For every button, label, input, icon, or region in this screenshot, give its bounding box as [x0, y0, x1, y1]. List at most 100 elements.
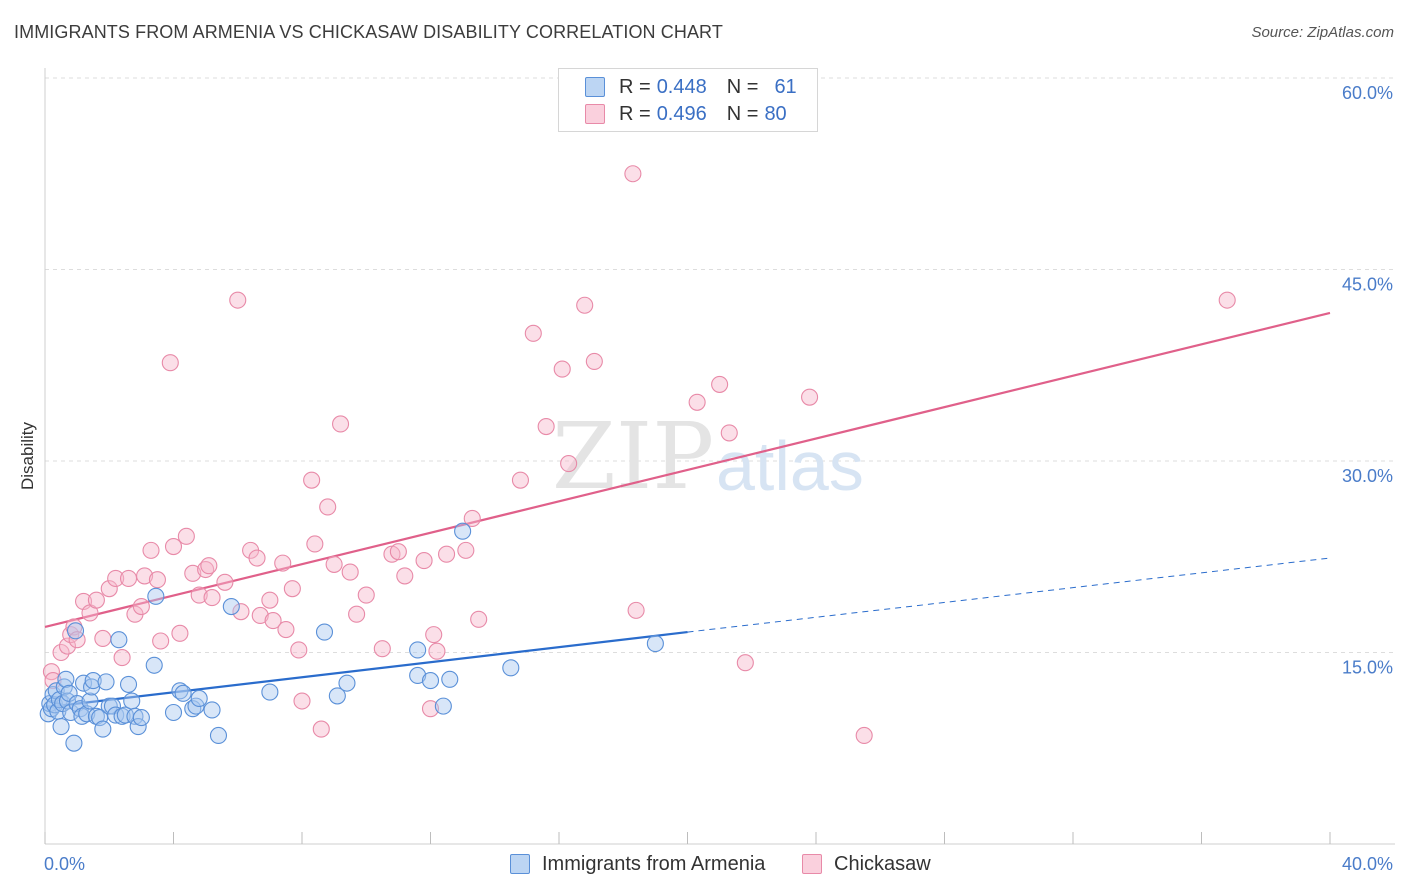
chickasaw-point [312, 720, 330, 738]
chickasaw-point [229, 291, 247, 309]
armenia-point [66, 622, 85, 640]
legend-row-armenia: R = 0.448 N = 61 [585, 74, 797, 100]
chickasaw-point [216, 573, 234, 591]
armenia-point [132, 709, 150, 727]
armenia-point [434, 697, 452, 715]
legend-n-label: N = [726, 75, 759, 98]
armenia-point [57, 670, 75, 688]
chickasaw-point [203, 589, 221, 607]
chickasaw-point [560, 455, 578, 473]
armenia-point [315, 623, 334, 641]
chickasaw-point [425, 626, 443, 644]
armenia-point [145, 656, 163, 674]
chickasaw-point [470, 610, 488, 628]
bottom-legend-swatch-blue [510, 854, 530, 874]
chickasaw-point [136, 567, 154, 585]
armenia-point [338, 674, 356, 692]
armenia-points [39, 522, 664, 752]
chickasaw-point [463, 509, 481, 528]
chickasaw-point [711, 375, 729, 393]
chickasaw-point [148, 571, 166, 589]
bottom-legend-swatch-pink [802, 854, 822, 874]
legend-r-label: R = [619, 102, 651, 125]
armenia-point [119, 675, 138, 693]
chickasaw-point [251, 606, 269, 625]
armenia-point [78, 705, 96, 723]
chickasaw-point [132, 597, 150, 616]
chickasaw-point [119, 569, 138, 588]
chickasaw-point [576, 296, 594, 314]
chickasaw-point [107, 569, 125, 588]
armenia-point [174, 684, 192, 702]
armenia-point [65, 734, 83, 752]
y-tick-label: 30.0% [1342, 466, 1393, 486]
legend-n-label: N = [726, 102, 759, 125]
armenia-point [190, 689, 208, 708]
chickasaw-point [537, 417, 555, 436]
chickasaw-points [42, 165, 1236, 745]
armenia-point [123, 692, 141, 710]
armenia-point [261, 683, 279, 701]
axes [44, 68, 1395, 845]
armenia-point [147, 587, 165, 605]
chickasaw-point [319, 498, 337, 516]
chickasaw-point [438, 545, 456, 563]
armenia-point [94, 720, 112, 738]
grid-lines [45, 77, 1395, 653]
chickasaw-point [348, 605, 366, 623]
chickasaw-point [177, 527, 195, 545]
chickasaw-point [801, 388, 819, 406]
chickasaw-point [421, 700, 440, 718]
armenia-point [126, 707, 144, 725]
chickasaw-point [553, 360, 571, 378]
chickasaw-point [87, 591, 105, 609]
armenia-point [421, 672, 440, 690]
legend-swatch-blue [585, 77, 605, 97]
armenia-point [409, 666, 427, 685]
chickasaw-point [396, 567, 414, 585]
armenia-regression-line [44, 630, 688, 709]
y-tick-label: 15.0% [1342, 658, 1393, 678]
chickasaw-point [585, 352, 603, 370]
chickasaw-point [511, 471, 530, 489]
armenia-point [171, 682, 189, 700]
chickasaw-point [428, 642, 446, 660]
chickasaw-point [274, 554, 292, 572]
chickasaw-point [94, 629, 112, 648]
correlation-legend: R = 0.448 N = 61 R = 0.496 N = 80 [558, 68, 818, 132]
chickasaw-point [389, 543, 407, 561]
y-tick-label: 45.0% [1342, 275, 1393, 295]
chickasaw-point [161, 354, 179, 372]
armenia-point [328, 687, 346, 705]
armenia-point [222, 597, 240, 616]
chickasaw-point [142, 541, 160, 559]
chickasaw-point [331, 415, 350, 433]
tick-labels: 15.0% 30.0% 45.0% 60.0% 0.0% 40.0% [44, 83, 1393, 874]
chickasaw-regression-line [44, 311, 1331, 629]
armenia-point [441, 670, 459, 688]
regression-lines [44, 311, 1331, 709]
armenia-point [646, 635, 664, 653]
chickasaw-point [200, 557, 218, 575]
chickasaw-point [293, 692, 311, 710]
legend-n-value: 80 [764, 102, 787, 125]
armenia-point [129, 717, 147, 736]
legend-r-label: R = [619, 75, 651, 98]
armenia-point [110, 631, 128, 649]
chickasaw-point [283, 580, 301, 598]
chickasaw-point [457, 541, 475, 559]
chickasaw-point [736, 654, 754, 672]
chickasaw-point [415, 552, 433, 570]
chickasaw-point [264, 612, 282, 630]
armenia-point [164, 703, 183, 722]
armenia-point [84, 672, 102, 690]
chickasaw-point [171, 624, 189, 642]
bottom-legend-label-armenia: Immigrants from Armenia [542, 852, 766, 875]
chickasaw-point [261, 591, 279, 609]
chart-title: IMMIGRANTS FROM ARMENIA VS CHICKASAW DIS… [14, 22, 723, 42]
armenia-point [75, 674, 93, 692]
chickasaw-point [303, 471, 321, 489]
legend-r-value: 0.448 [656, 75, 707, 98]
chickasaw-point [152, 632, 170, 650]
